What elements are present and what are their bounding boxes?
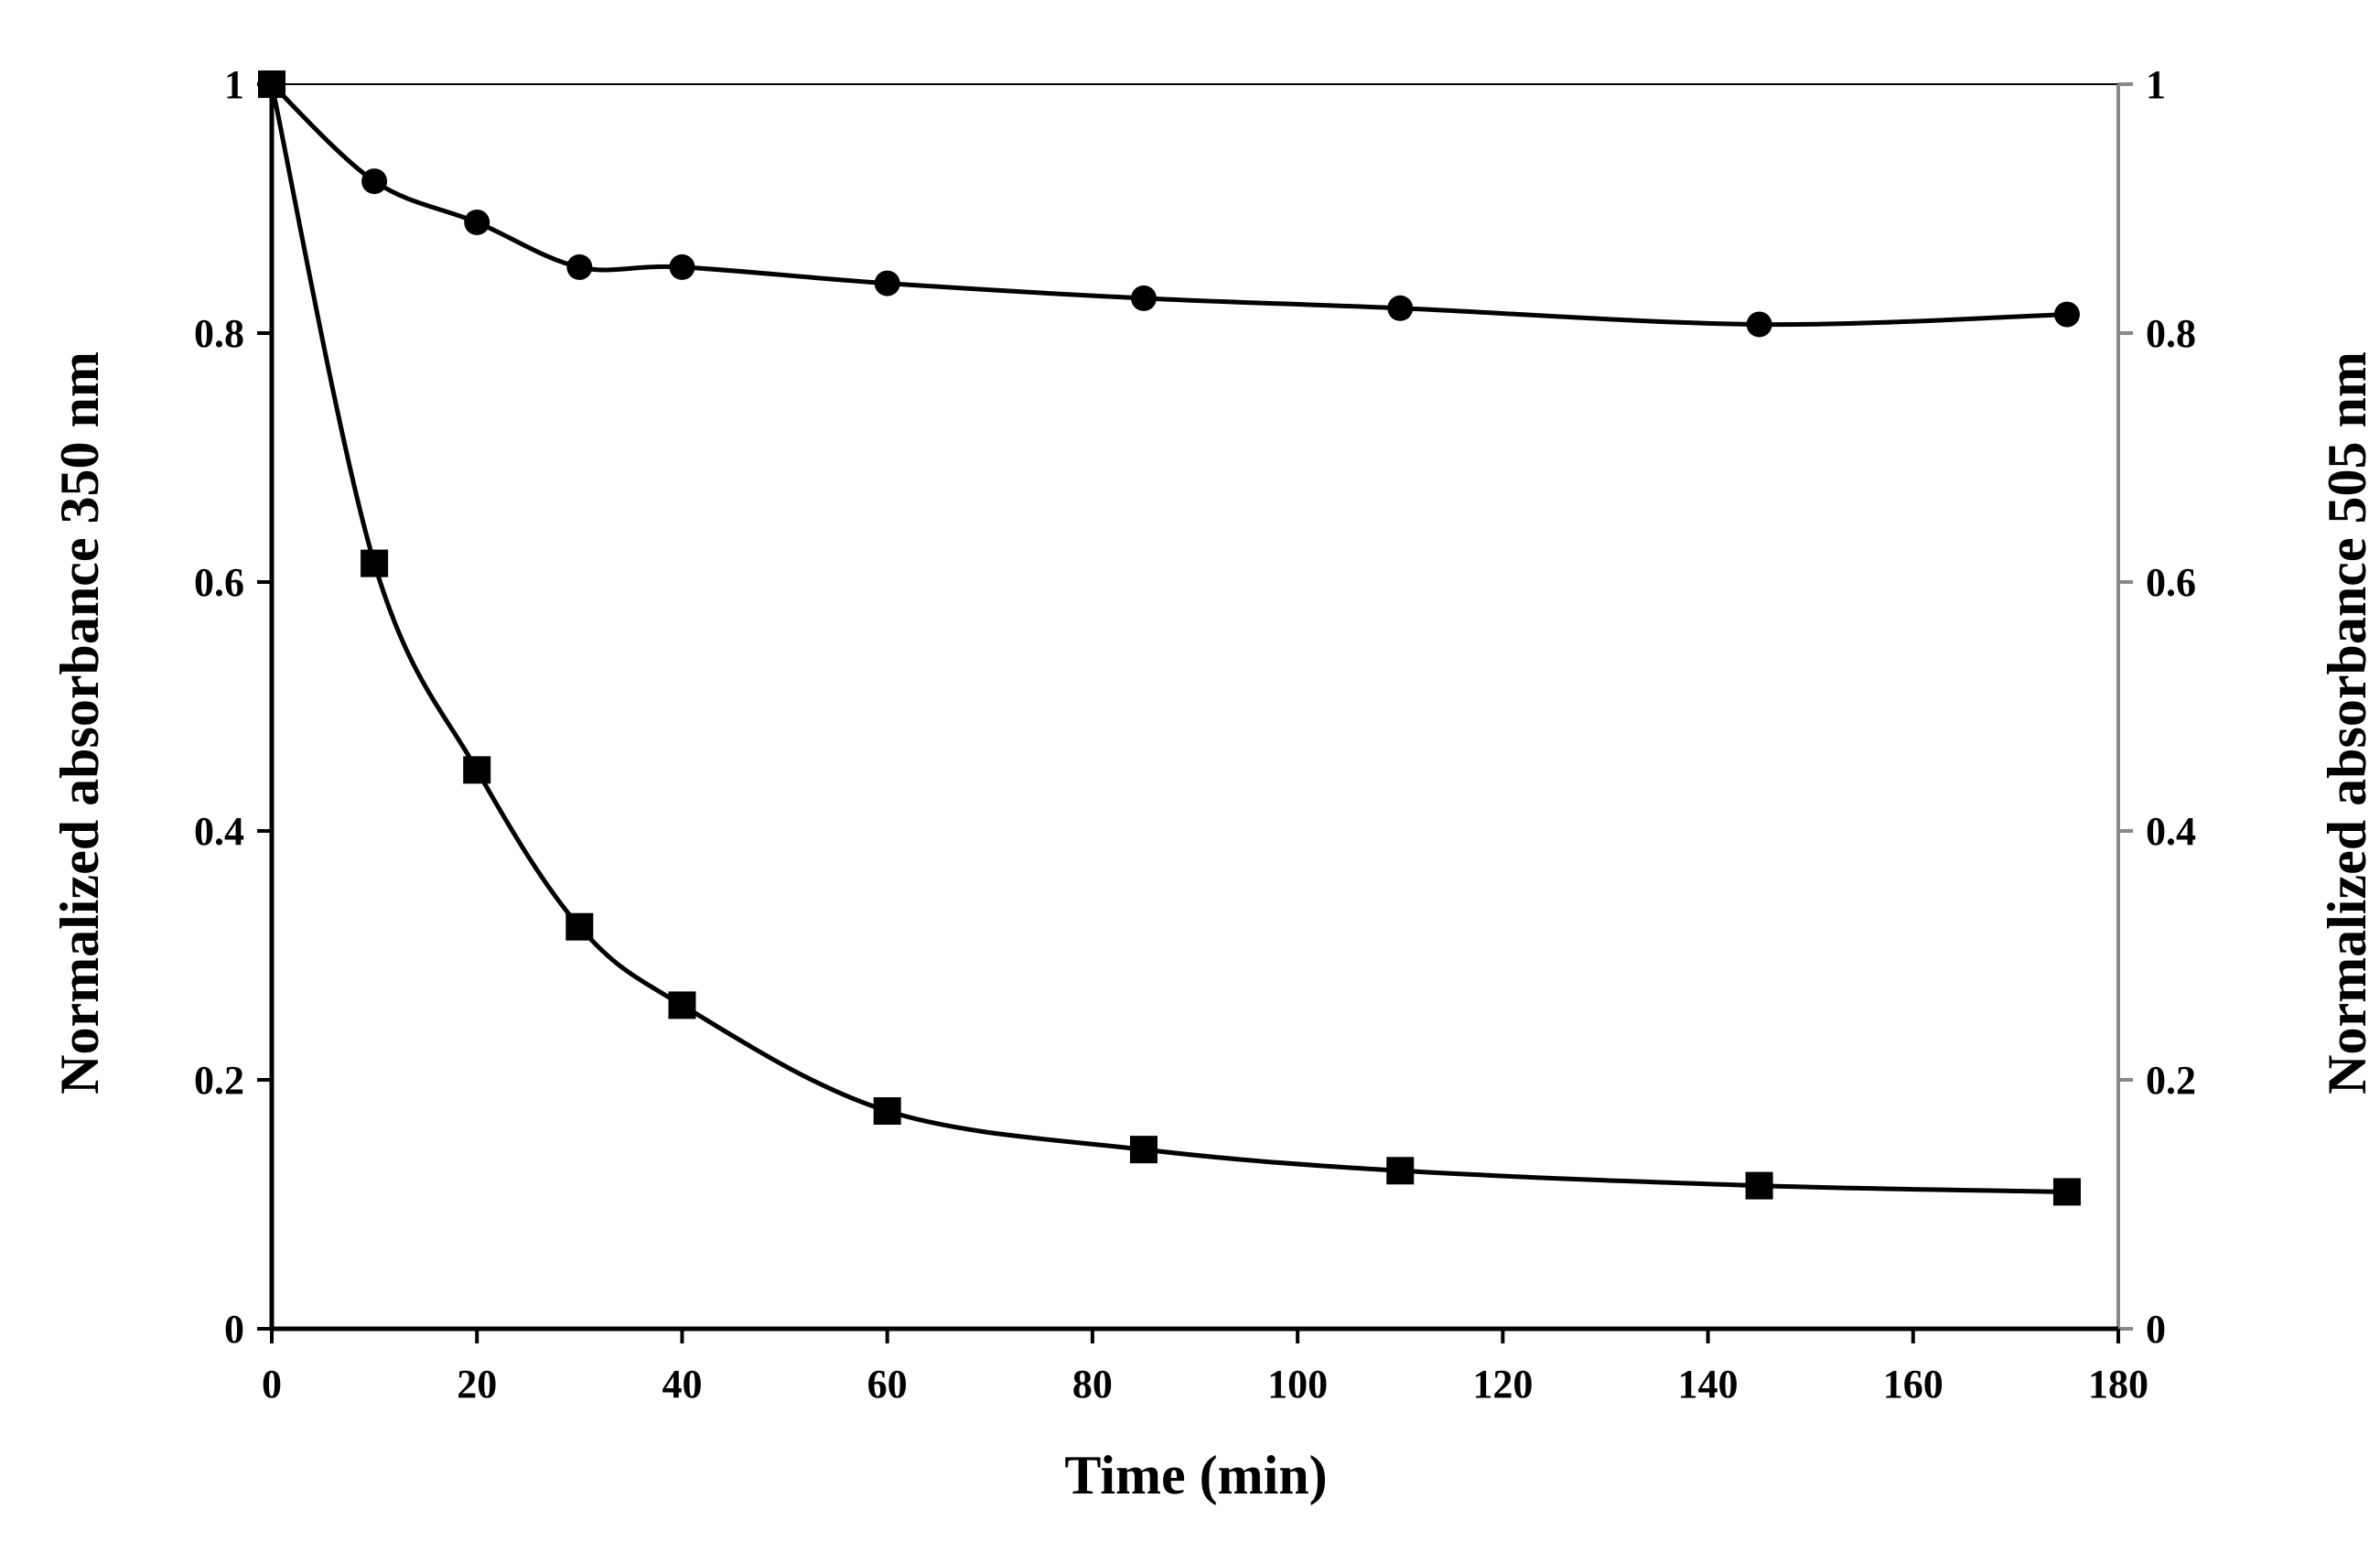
y2-tick-label: 0.8 bbox=[2146, 311, 2196, 356]
x-tick-label: 20 bbox=[457, 1362, 497, 1407]
x-tick-label: 120 bbox=[1472, 1362, 1533, 1407]
series-505nm-point bbox=[259, 71, 285, 97]
x-tick-label: 0 bbox=[262, 1362, 282, 1407]
y-tick-label: 0.2 bbox=[194, 1058, 244, 1103]
x-tick-label: 140 bbox=[1678, 1362, 1739, 1407]
y-tick-label: 0 bbox=[224, 1307, 244, 1352]
series-505nm-line bbox=[270, 82, 2068, 328]
series-505nm-point bbox=[566, 253, 593, 280]
series-505nm-point bbox=[2053, 301, 2080, 328]
y2-tick-label: 1 bbox=[2146, 62, 2166, 107]
y2-tick-label: 0.6 bbox=[2146, 560, 2196, 605]
x-tick-label: 160 bbox=[1883, 1362, 1944, 1407]
y-tick-label: 0.4 bbox=[194, 809, 244, 854]
series-350nm-point bbox=[1386, 1157, 1415, 1185]
series-505nm-point bbox=[669, 253, 695, 280]
x-tick-label: 40 bbox=[662, 1362, 702, 1407]
series-350nm-point bbox=[361, 549, 389, 577]
series-350nm-point bbox=[1129, 1136, 1158, 1164]
series-505nm-point bbox=[1387, 295, 1414, 321]
series-lines bbox=[269, 82, 2068, 1194]
series-350nm-point bbox=[668, 991, 696, 1019]
x-axis-ticks: 0 20 40 60 80 100 120 140 160 180 bbox=[262, 1329, 2148, 1407]
series-350nm-point bbox=[463, 756, 491, 784]
series-505nm-point bbox=[464, 209, 490, 235]
series-505nm-point bbox=[874, 270, 900, 297]
x-tick-label: 80 bbox=[1072, 1362, 1113, 1407]
y-tick-label: 1 bbox=[224, 62, 244, 107]
y2-axis-ticks: 0 0.2 0.4 0.6 0.8 1 bbox=[2118, 62, 2196, 1352]
y-tick-label: 0.6 bbox=[194, 560, 244, 605]
series-350nm-line bbox=[269, 83, 2067, 1194]
y2-axis-title: Normalized absorbance 505 nm bbox=[2317, 351, 2377, 1094]
y2-tick-label: 0.4 bbox=[2146, 809, 2196, 854]
series-505nm-point bbox=[1130, 285, 1157, 311]
x-tick-label: 180 bbox=[2088, 1362, 2148, 1407]
y2-tick-label: 0.2 bbox=[2146, 1058, 2196, 1103]
y-tick-label: 0.8 bbox=[194, 311, 244, 356]
series-505nm-point bbox=[1746, 311, 1772, 338]
series-350nm-point bbox=[873, 1097, 901, 1125]
y2-tick-label: 0 bbox=[2146, 1307, 2166, 1352]
series-350nm-point bbox=[2052, 1178, 2081, 1206]
y-axis-ticks: 0 0.2 0.4 0.6 0.8 1 bbox=[194, 62, 272, 1352]
x-axis-title: Time (min) bbox=[1064, 1445, 1327, 1505]
series-505nm-point bbox=[361, 168, 388, 195]
series-markers bbox=[258, 70, 2081, 1206]
series-350nm-point bbox=[565, 912, 594, 941]
y-axis-title: Normalized absorbance 350 nm bbox=[49, 351, 110, 1094]
series-350nm-point bbox=[1745, 1171, 1773, 1200]
plot-frame bbox=[269, 83, 2120, 1332]
x-tick-label: 60 bbox=[867, 1362, 908, 1407]
x-tick-label: 100 bbox=[1267, 1362, 1328, 1407]
